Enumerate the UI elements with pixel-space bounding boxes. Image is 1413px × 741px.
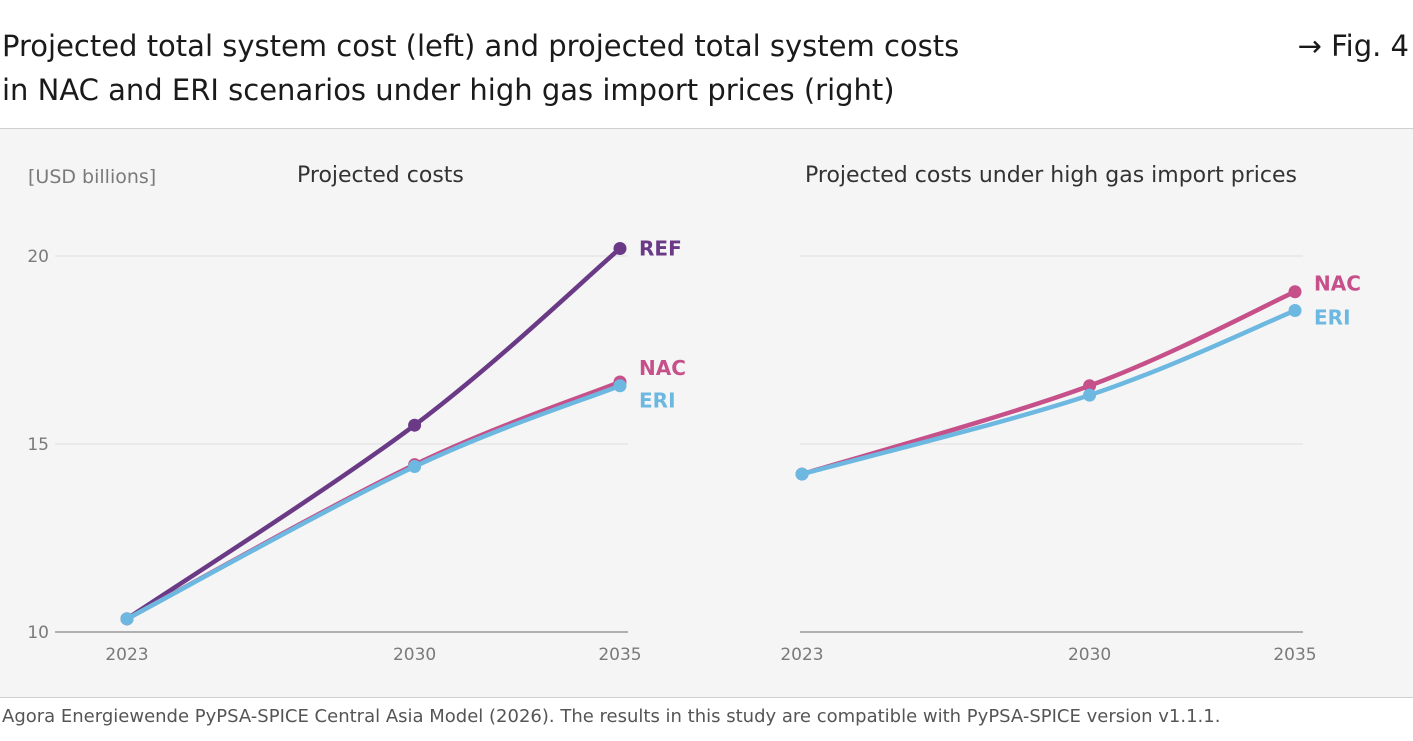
right-data-point-eri — [795, 467, 809, 481]
left-x-tick-label: 2023 — [105, 645, 148, 665]
left-series-label-eri: ERI — [639, 389, 676, 413]
left-chart-title: Projected costs — [297, 163, 464, 188]
left-data-point-ref — [613, 241, 627, 255]
title-line-1: Projected total system cost (left) and p… — [2, 29, 960, 63]
left-series-line-eri — [124, 383, 623, 622]
left-y-tick-label: 20 — [27, 247, 49, 267]
right-x-tick-label: 2030 — [1068, 645, 1111, 665]
right-data-point-eri — [1083, 388, 1097, 402]
left-data-point-eri — [120, 612, 134, 626]
right-x-tick-label: 2035 — [1273, 645, 1316, 665]
left-series-line-nac — [124, 379, 623, 622]
title-line-2: in NAC and ERI scenarios under high gas … — [2, 73, 895, 107]
right-data-point-nac — [1083, 379, 1097, 393]
right-chart-title: Projected costs under high gas import pr… — [805, 163, 1297, 188]
left-data-point-ref — [408, 418, 422, 432]
page-title: Projected total system cost (left) and p… — [2, 24, 1152, 112]
right-series-line-eri — [799, 308, 1298, 477]
right-x-tick-label: 2023 — [780, 645, 823, 665]
source-note: Agora Energiewende PyPSA-SPICE Central A… — [2, 706, 1221, 727]
left-y-tick-label: 15 — [27, 435, 49, 455]
right-series-label-eri: ERI — [1314, 306, 1351, 330]
left-data-point-eri — [408, 460, 422, 474]
left-series-label-ref: REF — [639, 236, 682, 260]
left-series-label-nac: NAC — [639, 356, 686, 380]
right-series-line-nac — [799, 289, 1298, 477]
left-series-line-ref — [124, 246, 623, 622]
left-x-tick-label: 2030 — [393, 645, 436, 665]
right-series-label-nac: NAC — [1314, 272, 1361, 296]
figure-reference-link[interactable]: → Fig. 4 — [1297, 29, 1409, 63]
right-data-point-eri — [1288, 304, 1302, 318]
header: Projected total system cost (left) and p… — [0, 0, 1413, 128]
left-data-point-eri — [613, 379, 627, 393]
chart-panel — [0, 128, 1413, 698]
left-x-tick-label: 2035 — [598, 645, 641, 665]
left-y-tick-label: 10 — [27, 623, 49, 643]
y-axis-unit-label: [USD billions] — [28, 166, 157, 188]
right-data-point-nac — [1288, 285, 1302, 299]
